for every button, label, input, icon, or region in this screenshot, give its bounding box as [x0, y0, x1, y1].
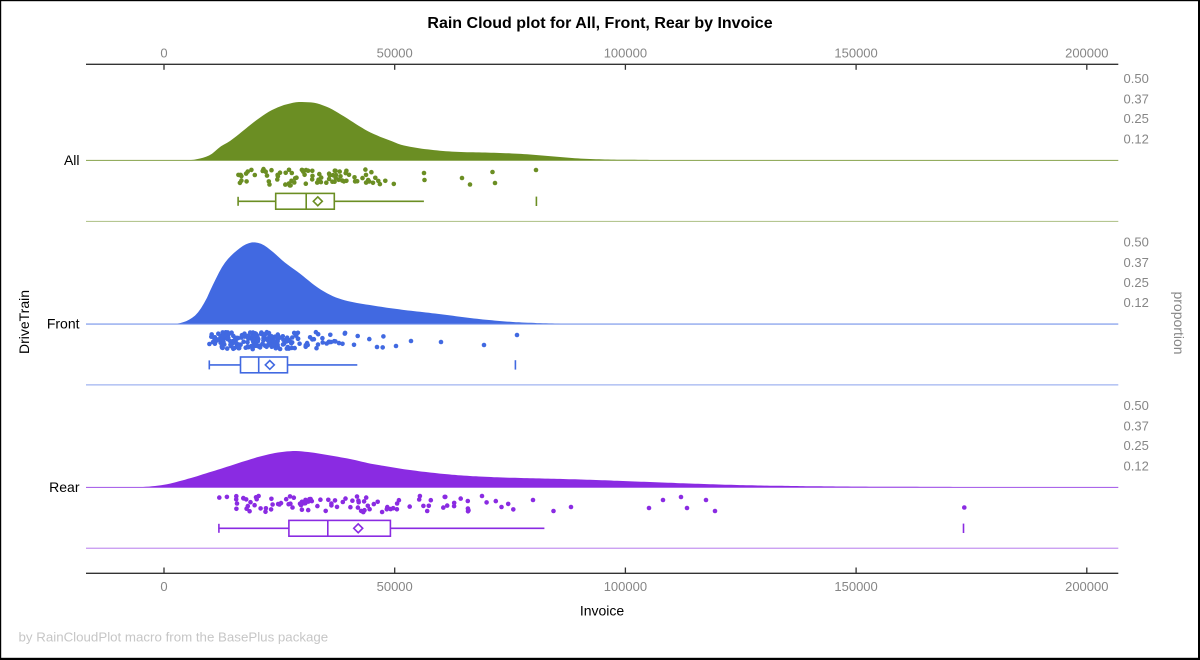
svg-text:200000: 200000 — [1065, 579, 1108, 594]
svg-text:0: 0 — [160, 46, 167, 61]
svg-text:0.50: 0.50 — [1124, 235, 1149, 250]
svg-text:0.25: 0.25 — [1124, 111, 1149, 126]
svg-text:Rear: Rear — [49, 479, 80, 495]
svg-text:DriveTrain: DriveTrain — [16, 290, 32, 354]
svg-text:0.12: 0.12 — [1124, 295, 1149, 310]
svg-text:150000: 150000 — [834, 46, 877, 61]
svg-text:0.37: 0.37 — [1124, 255, 1149, 270]
svg-text:0: 0 — [160, 579, 167, 594]
svg-text:100000: 100000 — [604, 579, 647, 594]
svg-text:0.37: 0.37 — [1124, 419, 1149, 434]
svg-text:Front: Front — [47, 316, 80, 332]
svg-text:100000: 100000 — [604, 46, 647, 61]
svg-text:Rain Cloud plot for All, Front: Rain Cloud plot for All, Front, Rear by … — [427, 15, 772, 32]
svg-text:200000: 200000 — [1065, 46, 1108, 61]
svg-text:Invoice: Invoice — [580, 603, 625, 619]
svg-text:0.25: 0.25 — [1124, 438, 1149, 453]
svg-text:50000: 50000 — [377, 579, 413, 594]
svg-text:150000: 150000 — [834, 579, 877, 594]
svg-text:All: All — [64, 152, 80, 168]
svg-text:0.37: 0.37 — [1124, 92, 1149, 107]
svg-text:0.12: 0.12 — [1124, 459, 1149, 474]
svg-text:0.50: 0.50 — [1124, 398, 1149, 413]
svg-text:50000: 50000 — [377, 46, 413, 61]
svg-text:0.25: 0.25 — [1124, 275, 1149, 290]
svg-text:proportion: proportion — [1171, 291, 1187, 354]
svg-text:by RainCloudPlot macro from th: by RainCloudPlot macro from the BasePlus… — [19, 630, 329, 645]
svg-text:0.12: 0.12 — [1124, 132, 1149, 147]
svg-text:0.50: 0.50 — [1124, 71, 1149, 86]
